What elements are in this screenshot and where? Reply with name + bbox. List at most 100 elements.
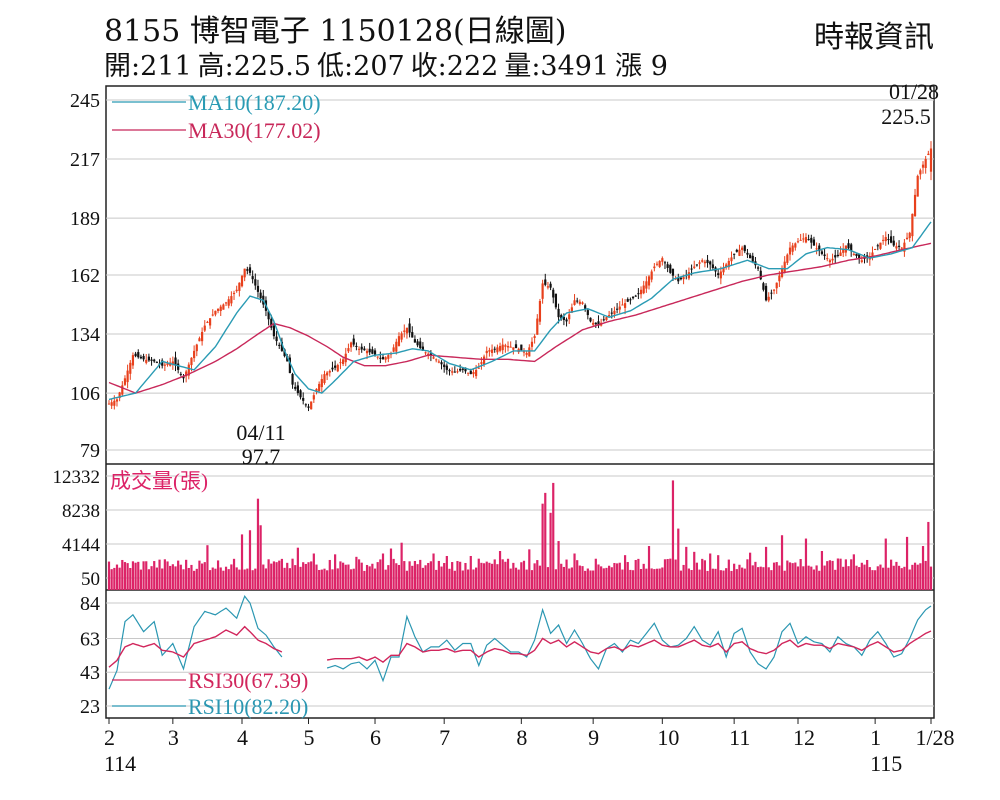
- volume-bar: [541, 503, 544, 590]
- candle-body: [283, 349, 286, 357]
- candle-body: [275, 336, 278, 342]
- candle-body: [557, 308, 560, 318]
- volume-bar: [496, 564, 499, 590]
- volume-bar: [349, 569, 353, 590]
- volume-bar: [169, 565, 172, 590]
- candle-body: [208, 318, 212, 326]
- volume-bar: [733, 563, 736, 590]
- candle-body: [240, 275, 244, 287]
- volume-bar: [900, 568, 903, 590]
- volume-bar: [368, 566, 371, 590]
- volume-bar: [576, 560, 579, 590]
- volume-bar: [597, 564, 600, 590]
- volume-tick-label: 50: [81, 569, 100, 590]
- volume-bar: [137, 561, 140, 590]
- candle-body: [804, 237, 808, 243]
- volume-bar: [608, 565, 611, 590]
- candle-body: [475, 369, 478, 377]
- volume-bar: [557, 541, 560, 590]
- candle-body: [528, 347, 531, 357]
- x-tick-label: 2: [104, 725, 115, 750]
- volume-bar: [288, 568, 291, 590]
- candle-body: [310, 401, 313, 410]
- rsi-tick-label: 43: [80, 662, 100, 684]
- volume-bar: [653, 569, 656, 590]
- candle-body: [272, 325, 276, 337]
- volume-bar: [336, 568, 339, 590]
- candle-body: [230, 296, 233, 304]
- volume-bar: [586, 568, 589, 590]
- candle-body: [533, 336, 536, 338]
- volume-tick-label: 8238: [62, 501, 100, 522]
- candle-body: [581, 302, 584, 304]
- candle-body: [153, 359, 156, 362]
- rsi30-legend-label: RSI30(67.39): [188, 668, 308, 693]
- volume-bar: [517, 569, 520, 590]
- candle-body: [836, 254, 839, 257]
- candle-body: [376, 356, 379, 358]
- volume-bar: [725, 568, 728, 590]
- volume-bar: [631, 570, 635, 590]
- candle-body: [179, 373, 182, 375]
- candle-body: [291, 373, 294, 385]
- volume-bar: [533, 563, 536, 590]
- volume-bar: [201, 563, 204, 590]
- candle-body: [860, 260, 863, 262]
- candle-body: [453, 371, 456, 373]
- candle-body: [490, 349, 494, 353]
- volume-bar: [469, 555, 472, 590]
- volume-bar: [230, 564, 233, 590]
- volume-bar: [677, 528, 680, 590]
- candle-body: [190, 357, 193, 366]
- candle-body: [749, 254, 752, 259]
- candle-body: [618, 306, 621, 310]
- candle-body: [812, 239, 816, 246]
- volume-bar: [913, 562, 917, 590]
- volume-stat: 量:3491: [504, 51, 610, 82]
- candle-body: [735, 249, 738, 252]
- volume-bar: [134, 562, 137, 590]
- candle-body: [892, 240, 895, 246]
- volume-bar: [299, 566, 302, 590]
- volume-bar: [267, 559, 270, 590]
- candle-body: [403, 330, 406, 332]
- volume-bar: [645, 568, 648, 590]
- candle-body: [147, 356, 151, 361]
- volume-bar: [786, 560, 789, 590]
- candle-body: [413, 339, 417, 343]
- volume-bar: [623, 555, 627, 590]
- volume-bar: [855, 565, 858, 590]
- volume-tick-label: 12332: [53, 467, 101, 488]
- volume-bar: [435, 569, 438, 590]
- candle-body: [589, 317, 592, 322]
- candle-body: [373, 350, 377, 356]
- volume-bar: [852, 554, 855, 590]
- candle-body: [134, 353, 137, 357]
- volume-bar: [251, 570, 254, 590]
- volume-bar: [565, 559, 568, 590]
- volume-bar: [405, 570, 409, 590]
- volume-bar: [520, 562, 523, 590]
- candle-body: [392, 347, 395, 352]
- close-stat: 收:222: [410, 51, 499, 82]
- candle-body: [270, 318, 273, 328]
- candle-body: [717, 273, 720, 275]
- candle-body: [469, 370, 472, 375]
- candle-body: [722, 267, 725, 273]
- candle-body: [195, 344, 198, 352]
- candle-body: [411, 332, 414, 338]
- volume-bar: [618, 562, 621, 590]
- volume-bar: [195, 568, 198, 590]
- volume-bar: [578, 565, 581, 590]
- candle-body: [823, 254, 826, 257]
- candle-body: [929, 148, 933, 172]
- candle-body: [802, 238, 805, 240]
- volume-panel-label: 成交量(張): [110, 469, 208, 493]
- volume-bar: [892, 565, 895, 590]
- volume-bar: [921, 546, 925, 590]
- volume-bar: [759, 566, 762, 590]
- volume-bar: [663, 559, 667, 590]
- candle-body: [459, 368, 462, 371]
- volume-bar: [847, 566, 850, 590]
